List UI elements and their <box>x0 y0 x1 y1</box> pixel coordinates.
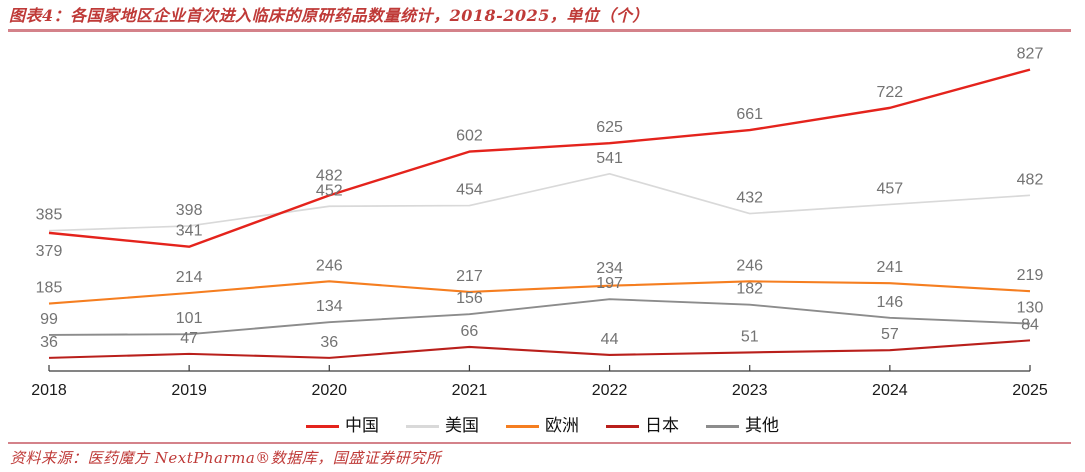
data-label-japan: 47 <box>180 330 198 347</box>
data-label-others: 134 <box>316 298 343 315</box>
legend-swatch-usa <box>406 424 439 428</box>
series-line-europe <box>48 280 1031 305</box>
data-label-japan: 44 <box>601 331 619 348</box>
data-label-japan: 66 <box>461 323 479 340</box>
x-axis-label: 2022 <box>592 382 628 399</box>
x-axis-label: 2018 <box>31 382 67 399</box>
legend-swatch-japan <box>606 424 639 428</box>
data-label-others: 146 <box>877 294 904 311</box>
data-label-europe: 246 <box>316 257 343 274</box>
data-label-china: 661 <box>736 106 763 123</box>
legend-label-japan: 日本 <box>645 416 679 435</box>
data-label-usa: 398 <box>176 202 203 219</box>
data-label-usa: 482 <box>1017 171 1044 188</box>
data-label-usa: 432 <box>736 190 763 207</box>
data-label-europe: 234 <box>596 260 623 277</box>
data-label-japan: 36 <box>320 334 338 351</box>
data-label-japan: 57 <box>881 326 899 343</box>
data-label-usa: 452 <box>316 182 343 199</box>
title-divider-rule <box>8 29 1071 32</box>
series-line-china <box>48 68 1031 248</box>
data-label-japan: 51 <box>741 328 759 345</box>
legend-item-usa: 美国 <box>406 416 479 436</box>
legend-item-china: 中国 <box>306 416 379 436</box>
x-axis-label: 2020 <box>311 382 347 399</box>
series-line-usa <box>48 172 1031 232</box>
data-label-japan: 36 <box>40 334 58 351</box>
legend-label-others: 其他 <box>745 416 779 435</box>
x-axis-label: 2024 <box>872 382 908 399</box>
chart-legend: 中国 美国 欧洲 日本 其他 <box>0 413 1085 439</box>
data-label-usa: 457 <box>877 180 904 197</box>
legend-swatch-others <box>706 424 739 428</box>
legend-item-europe: 欧洲 <box>506 416 579 436</box>
data-label-china: 379 <box>36 243 63 260</box>
data-label-china: 827 <box>1017 46 1044 63</box>
data-label-china: 341 <box>176 223 203 240</box>
data-label-others: 99 <box>40 311 58 328</box>
data-label-others: 101 <box>176 310 203 327</box>
data-label-china: 625 <box>596 119 623 136</box>
x-axis-label: 2019 <box>171 382 207 399</box>
source-note: 资料来源：医药魔方 NextPharma®数据库，国盛证券研究所 <box>10 449 442 467</box>
series-line-others <box>48 298 1031 336</box>
data-label-china: 722 <box>877 84 904 101</box>
legend-label-usa: 美国 <box>445 416 479 435</box>
data-label-europe: 219 <box>1017 267 1044 284</box>
data-label-europe: 217 <box>456 268 483 285</box>
legend-swatch-china <box>306 424 339 428</box>
footer-divider-rule <box>8 442 1071 444</box>
x-axis-label: 2021 <box>452 382 488 399</box>
data-label-china: 602 <box>456 128 483 145</box>
line-chart: 2018 2019 2020 2021 2022 2023 2024 2025 385 379 18… <box>31 46 1048 399</box>
data-label-china: 482 <box>316 167 343 184</box>
data-label-europe: 241 <box>877 259 904 276</box>
legend-item-japan: 日本 <box>606 416 679 436</box>
legend-label-europe: 欧洲 <box>545 416 579 435</box>
data-label-others: 197 <box>596 275 623 292</box>
data-label-usa: 454 <box>456 182 483 199</box>
data-label-usa: 541 <box>596 150 623 167</box>
legend-swatch-europe <box>506 424 539 428</box>
x-axis-label: 2023 <box>732 382 768 399</box>
legend-label-china: 中国 <box>345 416 379 435</box>
data-label-others: 130 <box>1017 300 1044 317</box>
data-label-europe: 214 <box>176 269 203 286</box>
data-label-japan: 84 <box>1021 316 1039 333</box>
data-label-others: 182 <box>736 281 763 298</box>
legend-item-others: 其他 <box>706 416 779 436</box>
data-label-usa: 385 <box>36 207 63 224</box>
x-axis-label: 2025 <box>1012 382 1048 399</box>
data-label-europe: 185 <box>36 280 63 297</box>
data-label-others: 156 <box>456 290 483 307</box>
chart-title: 图表4：各国家地区企业首次进入临床的原研药品数量统计，2018-2025，单位（… <box>9 6 649 25</box>
data-label-europe: 246 <box>736 257 763 274</box>
series-line-japan <box>48 339 1031 359</box>
